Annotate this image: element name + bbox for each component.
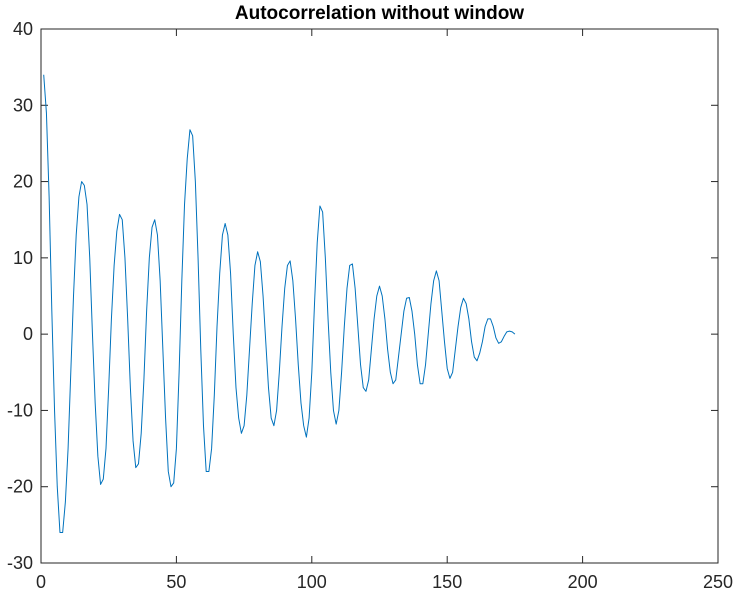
x-axis: 0 50 100 150 200 250 xyxy=(36,29,733,592)
y-tick-label: 10 xyxy=(13,248,33,268)
y-tick-label: -20 xyxy=(7,477,33,497)
y-tick-label: -30 xyxy=(7,553,33,573)
series-line xyxy=(43,74,516,533)
x-tick-label: 0 xyxy=(36,572,46,592)
y-tick-label: 0 xyxy=(23,324,33,344)
x-tick-label: 250 xyxy=(703,572,733,592)
y-tick-label: 40 xyxy=(13,19,33,39)
x-tick-label: 100 xyxy=(297,572,327,592)
y-tick-label: 20 xyxy=(13,172,33,192)
y-axis: -30 -20 -10 0 10 20 30 40 xyxy=(7,19,718,573)
chart-title: Autocorrelation without window xyxy=(235,3,524,24)
x-tick-label: 50 xyxy=(166,572,186,592)
series-layer xyxy=(43,74,516,533)
x-tick-label: 150 xyxy=(432,572,462,592)
y-tick-label: 30 xyxy=(13,95,33,115)
x-tick-label: 200 xyxy=(568,572,598,592)
plot-area xyxy=(40,28,719,564)
y-tick-label: -10 xyxy=(7,400,33,420)
